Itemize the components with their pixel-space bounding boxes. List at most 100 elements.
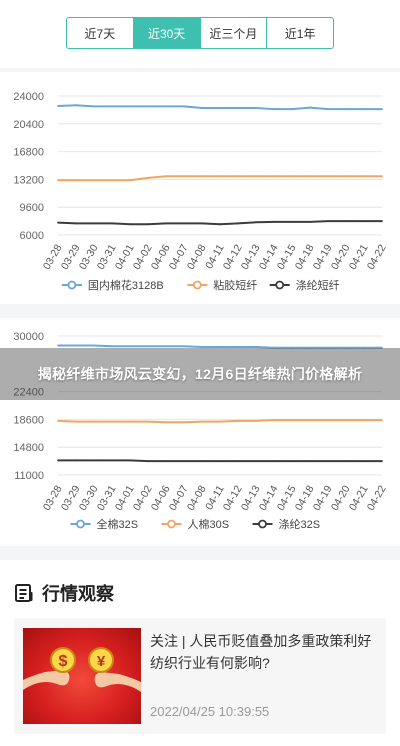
- news-section-title: 行情观察: [42, 584, 114, 604]
- data-point: [345, 175, 347, 178]
- data-point: [147, 223, 149, 226]
- data-point: [147, 460, 149, 462]
- data-point: [165, 222, 167, 225]
- data-point: [129, 420, 131, 423]
- y-tick-label: 9600: [20, 202, 44, 214]
- data-point: [363, 108, 365, 111]
- data-point: [345, 419, 347, 422]
- data-point: [255, 346, 257, 348]
- data-point: [309, 460, 311, 462]
- data-point: [327, 175, 329, 178]
- data-point: [381, 220, 383, 223]
- data-point: [165, 421, 167, 424]
- data-point: [93, 420, 95, 423]
- data-point: [363, 460, 365, 462]
- currency-hands-image: $ ¥: [23, 647, 141, 692]
- y-tick-label: 18600: [13, 414, 44, 426]
- news-title: 关注 | 人民币贬值叠加多重政策利好 纺织行业有何影响?: [150, 633, 372, 671]
- data-point: [147, 345, 149, 348]
- legend-label: 国内棉花3128B: [88, 278, 164, 292]
- data-point: [291, 460, 293, 462]
- data-point: [237, 222, 239, 225]
- data-point: [57, 419, 59, 422]
- data-point: [201, 460, 203, 462]
- data-point: [111, 420, 113, 423]
- range-tabs: 近7天 近30天 近三个月 近1年: [66, 17, 334, 49]
- data-point: [219, 346, 221, 348]
- data-point: [255, 107, 257, 109]
- tab-3-months[interactable]: 近三个月: [201, 18, 268, 48]
- data-point: [345, 108, 347, 111]
- data-point: [111, 179, 113, 182]
- data-point: [129, 223, 131, 226]
- data-point: [345, 346, 347, 349]
- data-point: [129, 105, 131, 108]
- data-point: [57, 105, 59, 107]
- data-point: [327, 346, 329, 349]
- data-point: [309, 220, 311, 223]
- legend-label: 涤纶短纤: [296, 278, 340, 292]
- legend-item: 全棉32S: [70, 517, 139, 531]
- legend-label: 全棉32S: [97, 517, 139, 531]
- data-point: [273, 108, 275, 111]
- data-point: [291, 346, 293, 349]
- fiber-price-chart: 240002040016800132009600600003-2803-2903…: [13, 91, 388, 292]
- data-point: [93, 179, 95, 182]
- y-tick-label: 24000: [13, 91, 44, 103]
- data-point: [201, 222, 203, 225]
- data-point: [219, 175, 221, 178]
- y-tick-label: 6000: [20, 230, 44, 242]
- data-point: [93, 459, 95, 462]
- data-point: [165, 175, 167, 178]
- y-tick-label: 22400: [13, 387, 44, 399]
- banner-title: 揭秘纤维市场风云变幻，12月6日纤维热门价格解析: [37, 366, 363, 382]
- data-point: [309, 346, 311, 349]
- legend-item: 人棉30S: [161, 517, 229, 531]
- data-point: [345, 220, 347, 223]
- svg-text:$: $: [59, 653, 68, 670]
- y-tick-label: 16800: [13, 147, 44, 159]
- data-point: [309, 419, 311, 422]
- data-point: [327, 460, 329, 462]
- x-tick-label: 04-22: [365, 483, 389, 512]
- data-point: [273, 419, 275, 422]
- data-point: [93, 105, 95, 108]
- data-point: [219, 460, 221, 462]
- news-list-item[interactable]: $ ¥ 关注 | 人民币贬值叠加多重政策利好 纺织行业有何影响? 2022/04…: [14, 618, 386, 734]
- data-point: [381, 419, 383, 422]
- legend-item: 涤纶32S: [252, 517, 321, 531]
- data-point: [273, 346, 275, 349]
- news-section-header: 行情观察: [14, 580, 114, 606]
- data-point: [219, 223, 221, 226]
- data-point: [57, 344, 59, 347]
- data-point: [327, 419, 329, 422]
- data-point: [345, 460, 347, 462]
- data-point: [255, 175, 257, 178]
- data-point: [381, 175, 383, 178]
- data-point: [147, 105, 149, 108]
- data-point: [291, 108, 293, 111]
- range-tabs-bar: 近7天 近30天 近三个月 近1年: [0, 0, 400, 68]
- data-point: [237, 107, 239, 109]
- svg-text:¥: ¥: [97, 653, 106, 670]
- tab-1-year[interactable]: 近1年: [284, 26, 316, 41]
- data-point: [93, 344, 95, 347]
- data-point: [363, 175, 365, 178]
- data-point: [165, 105, 167, 108]
- y-tick-label: 11000: [14, 470, 44, 482]
- legend-label: 涤纶32S: [279, 517, 321, 531]
- x-tick-label: 04-08: [185, 242, 209, 271]
- tab-30-days[interactable]: 近30天: [133, 18, 201, 48]
- data-point: [273, 175, 275, 178]
- data-point: [255, 221, 257, 224]
- data-point: [381, 346, 383, 349]
- article-banner[interactable]: 揭秘纤维市场风云变幻，12月6日纤维热门价格解析: [0, 348, 400, 400]
- data-point: [309, 106, 311, 109]
- data-point: [57, 179, 59, 182]
- data-point: [129, 459, 131, 462]
- tab-7-days[interactable]: 近7天: [67, 18, 134, 48]
- data-point: [381, 108, 383, 111]
- data-point: [291, 419, 293, 422]
- data-point: [129, 345, 131, 348]
